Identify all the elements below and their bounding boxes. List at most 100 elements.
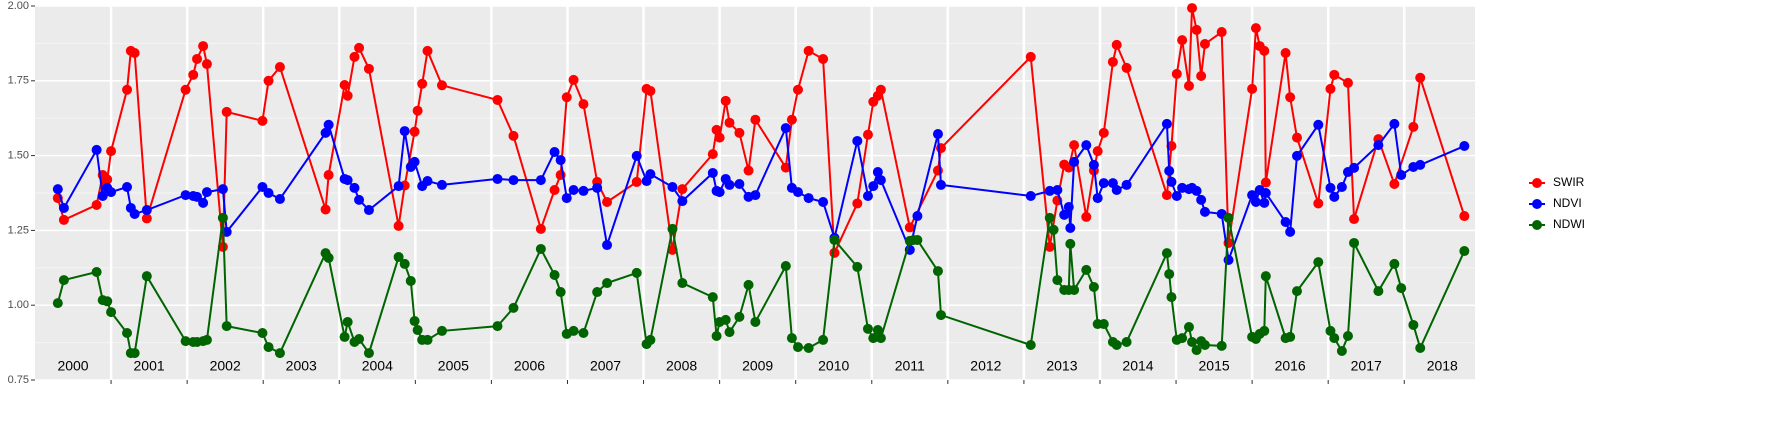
point [180,84,191,95]
point [786,333,797,344]
point [363,348,374,359]
point [803,342,814,353]
point [1259,45,1270,56]
point [1052,275,1063,286]
point [91,199,102,210]
point [1349,162,1360,173]
point [417,78,428,89]
point [1459,141,1470,152]
point [714,132,725,143]
point [106,146,117,157]
point [1183,80,1194,91]
point [1092,146,1103,157]
year-label: 2003 [286,358,317,374]
point [274,348,285,359]
point [568,74,579,85]
point [1196,71,1207,82]
point [724,327,735,338]
point [818,334,829,345]
point [904,222,915,233]
point [1336,182,1347,193]
point [1111,339,1122,350]
point [141,271,152,282]
point [1313,119,1324,130]
point [342,316,353,327]
point [320,204,331,215]
year-label: 2011 [895,358,925,374]
point [1044,185,1055,196]
point [422,176,433,187]
point [1081,264,1092,275]
point [363,63,374,74]
point [1247,83,1258,94]
point [535,223,546,234]
y-tick-label: 0.75 [8,374,29,386]
point [1187,3,1198,14]
point [1088,159,1099,170]
year-label: 2001 [134,358,165,374]
point [354,334,365,345]
year-label: 2014 [1122,358,1153,374]
point [1183,322,1194,333]
point [198,41,209,52]
point [1389,118,1400,129]
point [734,311,745,322]
point [129,348,140,359]
point [912,211,923,222]
point [631,150,642,161]
point [1069,140,1080,151]
point [436,179,447,190]
point [1191,185,1202,196]
point [1081,140,1092,151]
point [508,130,519,141]
year-label: 2015 [1199,358,1230,374]
point [1415,342,1426,353]
year-label: 2012 [970,358,1001,374]
point [180,190,191,201]
point [102,174,113,185]
point [549,185,560,196]
point [1166,176,1177,187]
point [1291,150,1302,161]
point [1223,255,1234,266]
point [1098,127,1109,138]
year-label: 2002 [210,358,241,374]
point [1291,132,1302,143]
point [354,42,365,53]
legend-label: NDVI [1553,196,1582,210]
point [1199,38,1210,49]
point [1408,121,1419,132]
point [932,266,943,277]
point [1259,325,1270,336]
point [1250,196,1261,207]
point [1259,197,1270,208]
point [932,129,943,140]
point [1325,83,1336,94]
point [492,94,503,105]
point [535,175,546,186]
point [1107,56,1118,67]
point [422,45,433,56]
point [829,234,840,245]
point [1161,190,1172,201]
legend-marker [1532,220,1542,230]
point [803,45,814,56]
point [1260,177,1271,188]
point [1098,178,1109,189]
point [1191,24,1202,35]
y-tick-label: 1.75 [8,75,29,87]
point [868,181,879,192]
point [257,115,268,126]
point [1313,257,1324,268]
point [141,205,152,216]
point [1025,339,1036,350]
point [561,193,572,204]
point [602,278,613,289]
point [409,156,420,167]
point [1408,319,1419,330]
point [399,126,410,137]
point [129,47,140,58]
point [1092,193,1103,204]
point [1285,92,1296,103]
